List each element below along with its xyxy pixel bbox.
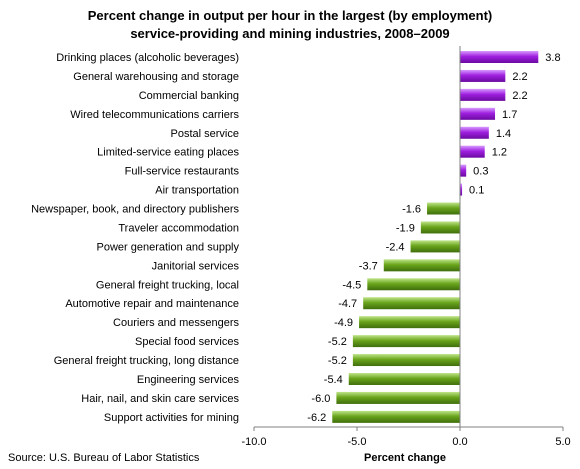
value-label: -1.9 bbox=[396, 222, 415, 234]
category-label: Air transportation bbox=[155, 185, 239, 197]
category-label: Janitorial services bbox=[152, 260, 240, 272]
category-label: General warehousing and storage bbox=[73, 71, 239, 83]
category-label: Special food services bbox=[135, 336, 239, 348]
value-label: -3.7 bbox=[359, 260, 378, 272]
value-label: 1.2 bbox=[492, 147, 507, 159]
bar bbox=[460, 107, 496, 120]
bar bbox=[383, 259, 460, 272]
bar bbox=[460, 69, 506, 82]
value-label: 1.4 bbox=[496, 128, 511, 140]
category-label: Support activities for mining bbox=[104, 412, 239, 424]
bar bbox=[460, 88, 506, 101]
bars-group bbox=[332, 51, 539, 423]
bar bbox=[367, 278, 460, 291]
category-label: Full-service restaurants bbox=[125, 166, 240, 178]
x-axis-ticks-group: -10.0 -5.0 0.0 5.0 bbox=[241, 427, 571, 448]
bar bbox=[410, 240, 460, 253]
category-label: Engineering services bbox=[137, 374, 240, 386]
value-label: -5.2 bbox=[328, 336, 347, 348]
category-label: Hair, nail, and skin care services bbox=[81, 393, 239, 405]
bar bbox=[460, 51, 539, 63]
category-label: Couriers and messengers bbox=[113, 317, 239, 329]
bar bbox=[420, 221, 460, 234]
bar bbox=[363, 297, 460, 310]
bar bbox=[348, 372, 460, 385]
value-label: -4.5 bbox=[342, 279, 361, 291]
x-tick-label: 5.0 bbox=[555, 436, 570, 448]
category-label: Automotive repair and maintenance bbox=[65, 298, 239, 310]
category-label: Wired telecommunications carriers bbox=[70, 109, 239, 121]
value-label: -6.0 bbox=[311, 393, 330, 405]
category-label: Newspaper, book, and directory publisher… bbox=[31, 204, 239, 216]
category-labels-group: Drinking places (alcoholic beverages) Gen… bbox=[31, 52, 239, 424]
bar bbox=[352, 354, 460, 367]
bar bbox=[332, 410, 460, 423]
value-labels-group: 3.8 2.2 2.2 1.7 1.4 1.2 0.3 0.1 -1.6 -1.9 -2.4 -3.7… bbox=[307, 52, 560, 424]
category-label: Postal service bbox=[171, 128, 239, 140]
x-tick-label: -10.0 bbox=[241, 436, 266, 448]
bar bbox=[460, 183, 463, 196]
category-label: Limited-service eating places bbox=[97, 147, 239, 159]
bar bbox=[460, 126, 489, 139]
value-label: 0.3 bbox=[473, 166, 488, 178]
value-label: -6.2 bbox=[307, 412, 326, 424]
bar bbox=[359, 316, 460, 329]
value-label: -4.7 bbox=[338, 298, 357, 310]
bar bbox=[427, 202, 460, 215]
category-label: General freight trucking, local bbox=[96, 279, 239, 291]
source-note: Source: U.S. Bureau of Labor Statistics bbox=[8, 452, 200, 464]
category-label: Power generation and supply bbox=[97, 241, 240, 253]
value-label: -2.4 bbox=[386, 241, 405, 253]
value-label: 3.8 bbox=[545, 52, 560, 64]
x-axis-title: Percent change bbox=[364, 452, 446, 464]
value-label: -4.9 bbox=[334, 317, 353, 329]
value-label: -1.6 bbox=[402, 204, 421, 216]
category-label: Commercial banking bbox=[139, 90, 239, 102]
category-label: General freight trucking, long distance bbox=[54, 355, 239, 367]
value-label: -5.2 bbox=[328, 355, 347, 367]
bar bbox=[352, 335, 460, 348]
x-tick-label: 0.0 bbox=[452, 436, 467, 448]
chart-title-line-1: Percent change in output per hour in the… bbox=[88, 8, 493, 23]
bar bbox=[336, 391, 460, 404]
x-tick-label: -5.0 bbox=[348, 436, 367, 448]
value-label: 0.1 bbox=[469, 185, 484, 197]
bar bbox=[460, 145, 485, 158]
value-label: -5.4 bbox=[324, 374, 343, 386]
bar bbox=[460, 164, 467, 177]
value-label: 2.2 bbox=[512, 90, 527, 102]
category-label: Drinking places (alcoholic beverages) bbox=[56, 52, 239, 64]
value-label: 2.2 bbox=[512, 71, 527, 83]
value-label: 1.7 bbox=[502, 109, 517, 121]
category-label: Traveler accommodation bbox=[118, 222, 239, 234]
chart-title-line-2: service-providing and mining industries,… bbox=[130, 26, 449, 41]
